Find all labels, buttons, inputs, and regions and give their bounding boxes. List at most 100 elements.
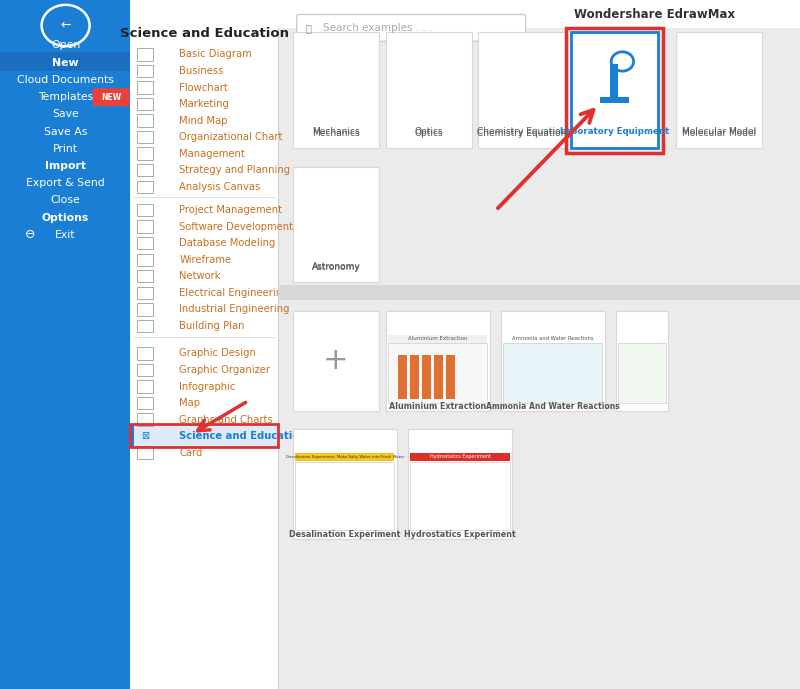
Bar — [446, 355, 455, 399]
Text: Aluminium Extraction: Aluminium Extraction — [389, 402, 486, 411]
Text: Open: Open — [51, 41, 80, 50]
Bar — [137, 413, 153, 426]
Bar — [386, 311, 490, 411]
Bar — [137, 114, 153, 127]
Bar — [388, 342, 487, 402]
Text: Graphs and Charts: Graphs and Charts — [179, 415, 273, 424]
Bar — [618, 342, 666, 402]
Text: Marketing: Marketing — [179, 99, 229, 109]
Bar — [278, 285, 800, 300]
Bar — [137, 303, 153, 316]
Text: Close: Close — [50, 196, 81, 205]
Text: Flowchart: Flowchart — [179, 83, 228, 92]
Text: Project Management: Project Management — [179, 205, 282, 215]
Bar — [434, 355, 443, 399]
Bar — [410, 453, 510, 460]
Text: ←: ← — [60, 19, 71, 32]
FancyBboxPatch shape — [93, 88, 130, 106]
Text: Print: Print — [53, 144, 78, 154]
Text: 🔍: 🔍 — [306, 23, 312, 33]
Text: Building Plan: Building Plan — [179, 321, 245, 331]
Bar — [501, 311, 605, 411]
Text: Software Development: Software Development — [179, 222, 294, 232]
Text: Wondershare EdrawMax: Wondershare EdrawMax — [574, 8, 735, 21]
Bar — [137, 65, 153, 77]
Text: Molecular Model: Molecular Model — [682, 127, 756, 136]
Bar — [293, 167, 379, 282]
Text: Business: Business — [179, 66, 223, 76]
Text: Optics: Optics — [414, 129, 443, 138]
Bar — [137, 237, 153, 249]
Bar — [600, 97, 629, 103]
Bar — [293, 429, 397, 539]
Bar — [616, 311, 668, 411]
Text: Science and Education: Science and Education — [179, 431, 306, 441]
Bar — [566, 28, 663, 153]
Bar — [130, 0, 800, 28]
Bar — [410, 462, 510, 530]
Text: Infographic: Infographic — [179, 382, 236, 391]
Text: Chemistry Equation: Chemistry Equation — [477, 129, 566, 138]
Text: Mechanics: Mechanics — [312, 127, 360, 136]
Bar — [293, 32, 379, 148]
Bar — [130, 425, 134, 447]
Bar — [137, 98, 153, 110]
Bar — [293, 311, 379, 411]
Bar — [137, 204, 153, 216]
Bar — [398, 355, 407, 399]
Bar — [422, 355, 431, 399]
Bar — [130, 425, 278, 447]
Text: Chemistry Equation: Chemistry Equation — [477, 127, 566, 136]
Text: Exit: Exit — [55, 230, 76, 240]
Bar — [137, 131, 153, 143]
Text: Ammonia And Water Reactions: Ammonia And Water Reactions — [486, 402, 620, 411]
Bar — [408, 429, 512, 539]
Text: Save As: Save As — [44, 127, 87, 136]
Bar — [410, 355, 419, 399]
Bar — [137, 254, 153, 266]
Bar — [295, 453, 394, 460]
Text: Management: Management — [179, 149, 245, 158]
Text: Laboratory Equipment: Laboratory Equipment — [560, 127, 669, 136]
Text: New: New — [52, 58, 79, 68]
Bar — [137, 380, 153, 393]
Bar — [137, 287, 153, 299]
Bar — [137, 364, 153, 376]
Bar — [137, 270, 153, 282]
Bar — [676, 32, 762, 148]
Text: Desalination Experiment: Make Salty Water into Fresh Water: Desalination Experiment: Make Salty Wate… — [286, 455, 404, 459]
Bar — [571, 32, 658, 148]
Bar — [386, 32, 472, 148]
Bar — [0, 52, 130, 71]
Text: Ammonia and Water Reactions: Ammonia and Water Reactions — [512, 336, 594, 341]
Text: Mind Map: Mind Map — [179, 116, 227, 125]
Bar — [137, 347, 153, 360]
Text: Save: Save — [52, 110, 79, 119]
Bar — [503, 342, 602, 402]
Text: +: + — [323, 346, 349, 376]
Text: ⊠: ⊠ — [141, 431, 149, 441]
Text: NEW: NEW — [101, 92, 122, 102]
Text: Export & Send: Export & Send — [26, 178, 105, 188]
FancyBboxPatch shape — [297, 14, 526, 41]
Text: Graphic Design: Graphic Design — [179, 349, 256, 358]
Bar — [137, 320, 153, 332]
Bar — [137, 220, 153, 233]
Text: ⊖: ⊖ — [25, 229, 36, 241]
Bar — [295, 462, 394, 530]
Text: Aluminium Extraction: Aluminium Extraction — [408, 336, 467, 341]
Text: Templates: Templates — [38, 92, 94, 102]
Bar — [137, 48, 153, 61]
Bar — [137, 397, 153, 409]
Text: Map: Map — [179, 398, 200, 408]
Text: Science and Education: Science and Education — [119, 27, 289, 39]
Bar — [137, 446, 153, 459]
Text: Astronomy: Astronomy — [312, 262, 360, 271]
Bar — [137, 181, 153, 193]
Text: Database Modeling: Database Modeling — [179, 238, 275, 248]
Text: Graphic Organizer: Graphic Organizer — [179, 365, 270, 375]
Bar — [137, 81, 153, 94]
Bar — [130, 424, 278, 447]
Text: Wireframe: Wireframe — [179, 255, 231, 265]
Text: Network: Network — [179, 271, 221, 281]
